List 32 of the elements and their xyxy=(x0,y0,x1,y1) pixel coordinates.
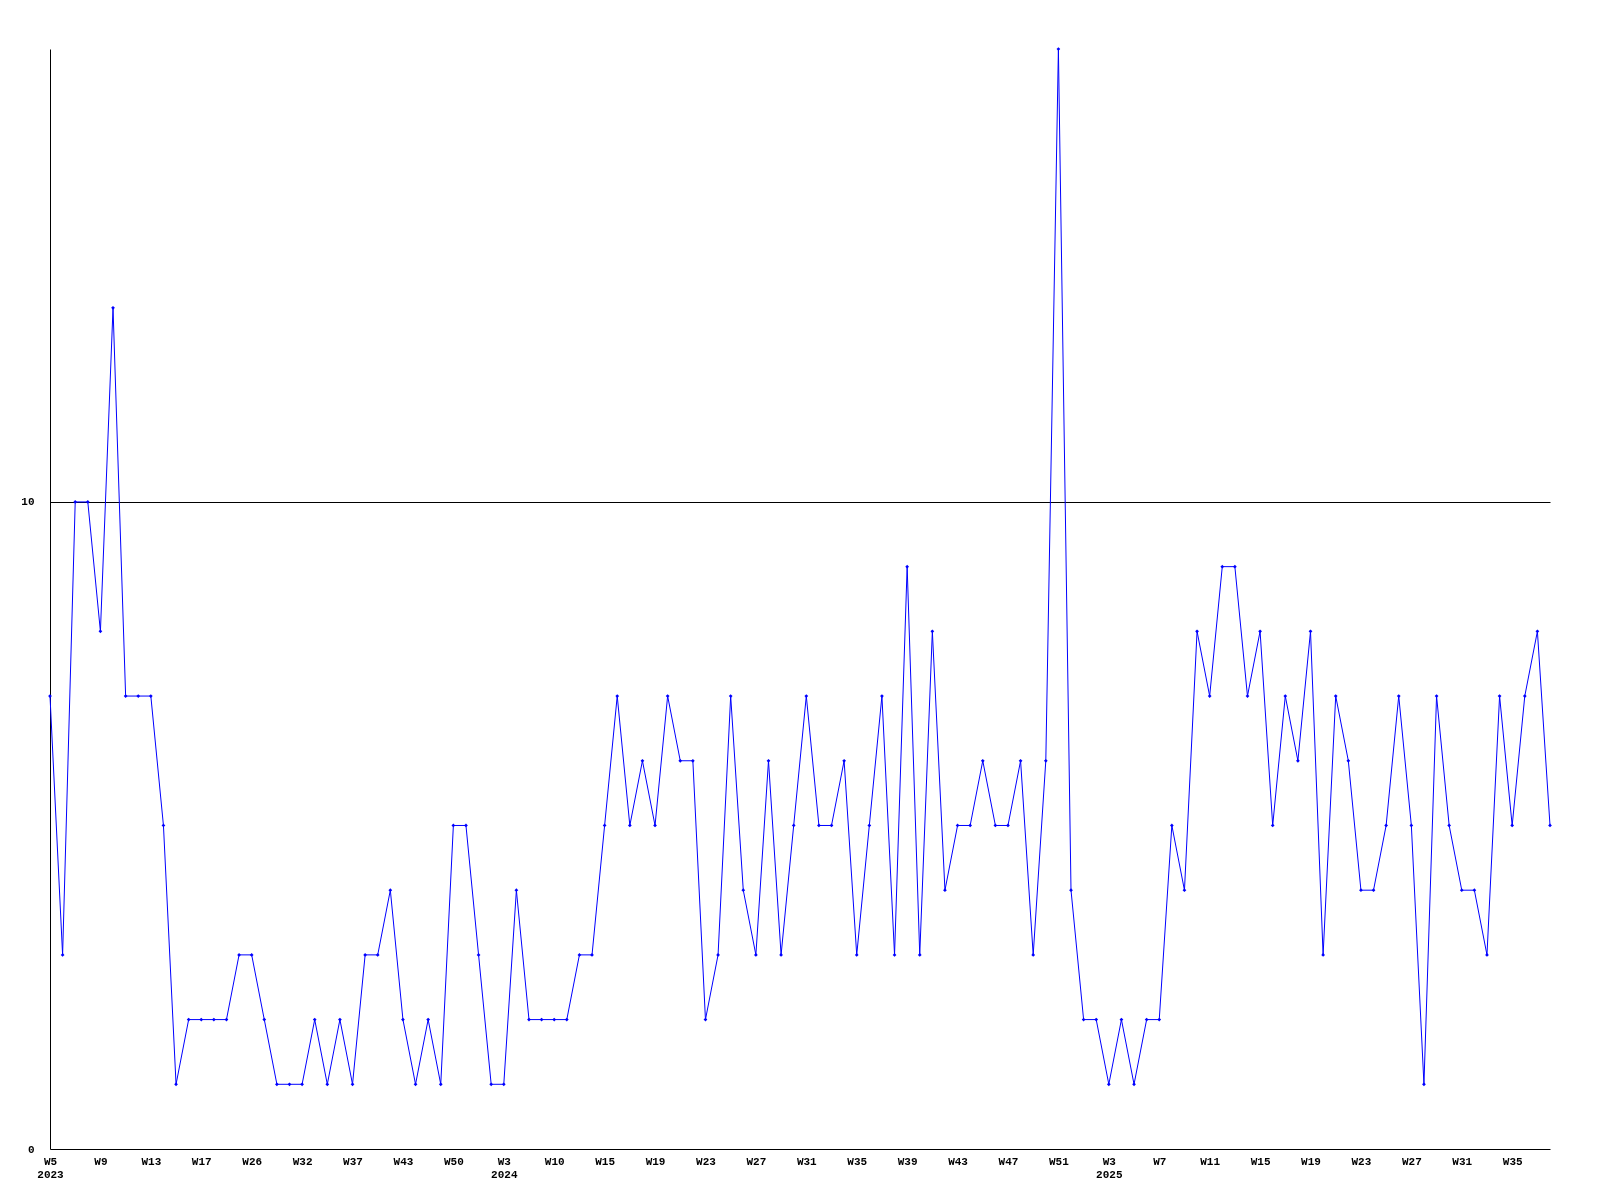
x-tick-label: W7 xyxy=(1153,1155,1167,1168)
x-tick-label: W3 2025 xyxy=(1096,1155,1123,1181)
x-tick-label: W23 xyxy=(1351,1155,1372,1168)
x-tick-label: W31 xyxy=(796,1155,818,1168)
x-tick-label: W5 2023 xyxy=(37,1155,65,1181)
x-tick-label: W47 xyxy=(998,1155,1019,1168)
y-tick-label: 0 xyxy=(27,1143,35,1156)
x-tick-label: W27 xyxy=(1401,1155,1422,1168)
x-tick-label: W19 xyxy=(1301,1155,1321,1168)
x-tick-label: W50 xyxy=(443,1155,464,1168)
x-tick-label: W19 xyxy=(645,1155,666,1168)
y-tick-label: 10 xyxy=(21,496,35,509)
x-tick-label: W9 xyxy=(94,1155,108,1168)
x-tick-label: W32 xyxy=(292,1155,313,1168)
x-tick-label: W11 xyxy=(1200,1155,1221,1168)
x-tick-label: W43 xyxy=(948,1155,969,1168)
x-tick-label: W15 xyxy=(595,1155,616,1168)
x-tick-label: W3 2024 xyxy=(491,1155,518,1181)
x-tick-label: W10 xyxy=(544,1155,565,1168)
x-tick-label: W35 xyxy=(847,1155,868,1168)
x-tick-label: W39 xyxy=(897,1155,918,1168)
x-tick-label: W15 xyxy=(1250,1155,1271,1168)
x-tick-label: W35 xyxy=(1502,1155,1523,1168)
x-tick-label: W26 xyxy=(242,1155,263,1168)
x-tick-label: W13 xyxy=(141,1155,162,1168)
x-tick-label: W37 xyxy=(343,1155,363,1168)
x-tick-label: W43 xyxy=(393,1155,414,1168)
x-tick-label: W31 xyxy=(1452,1155,1473,1168)
x-tick-label: W27 xyxy=(746,1155,767,1168)
x-tick-label: W23 xyxy=(696,1155,717,1168)
x-tick-label: W17 xyxy=(191,1155,212,1168)
x-tick-label: W51 xyxy=(1049,1155,1070,1168)
